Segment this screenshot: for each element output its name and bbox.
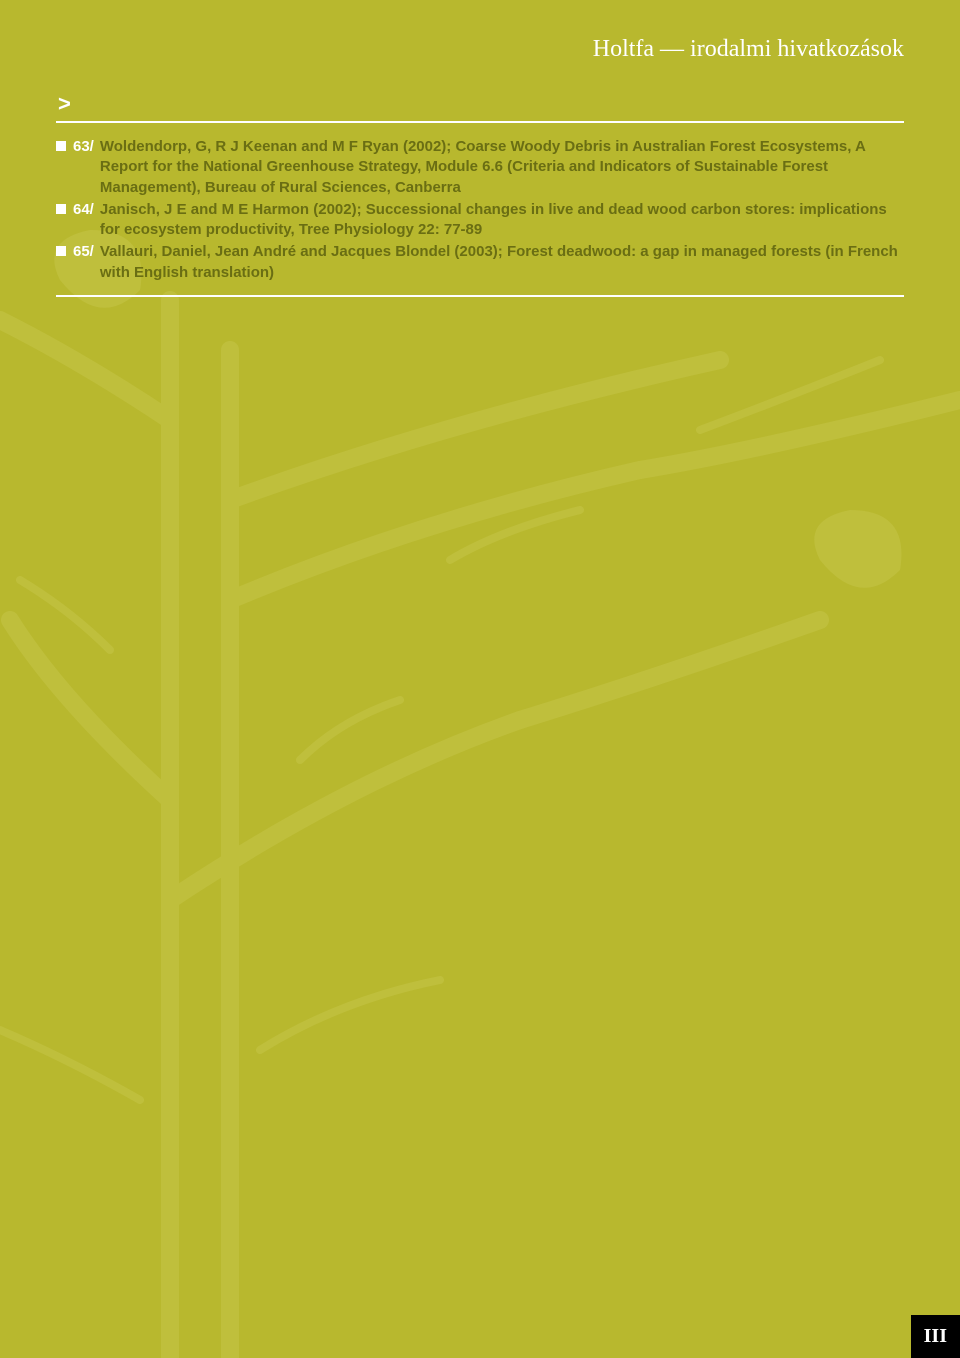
reference-text: Janisch, J E and M E Harmon (2002); Succ… — [100, 200, 904, 241]
bottom-rule — [56, 295, 904, 297]
bullet-icon — [56, 204, 66, 214]
reference-item: 63/ Woldendorp, G, R J Keenan and M F Ry… — [56, 137, 904, 198]
page-number: III — [911, 1315, 960, 1358]
continuation-marker: > — [58, 91, 904, 117]
reference-list: 63/ Woldendorp, G, R J Keenan and M F Ry… — [56, 137, 904, 283]
page-title: Holtfa — irodalmi hivatkozások — [56, 36, 904, 63]
top-rule — [56, 121, 904, 123]
reference-item: 65/ Vallauri, Daniel, Jean André and Jac… — [56, 242, 904, 283]
reference-text: Woldendorp, G, R J Keenan and M F Ryan (… — [100, 137, 904, 198]
bullet-icon — [56, 141, 66, 151]
reference-text: Vallauri, Daniel, Jean André and Jacques… — [100, 242, 904, 283]
reference-number: 63/ — [73, 137, 94, 157]
page-container: Holtfa — irodalmi hivatkozások > 63/ Wol… — [0, 0, 960, 353]
reference-number: 64/ — [73, 200, 94, 220]
reference-item: 64/ Janisch, J E and M E Harmon (2002); … — [56, 200, 904, 241]
bullet-icon — [56, 246, 66, 256]
reference-number: 65/ — [73, 242, 94, 262]
